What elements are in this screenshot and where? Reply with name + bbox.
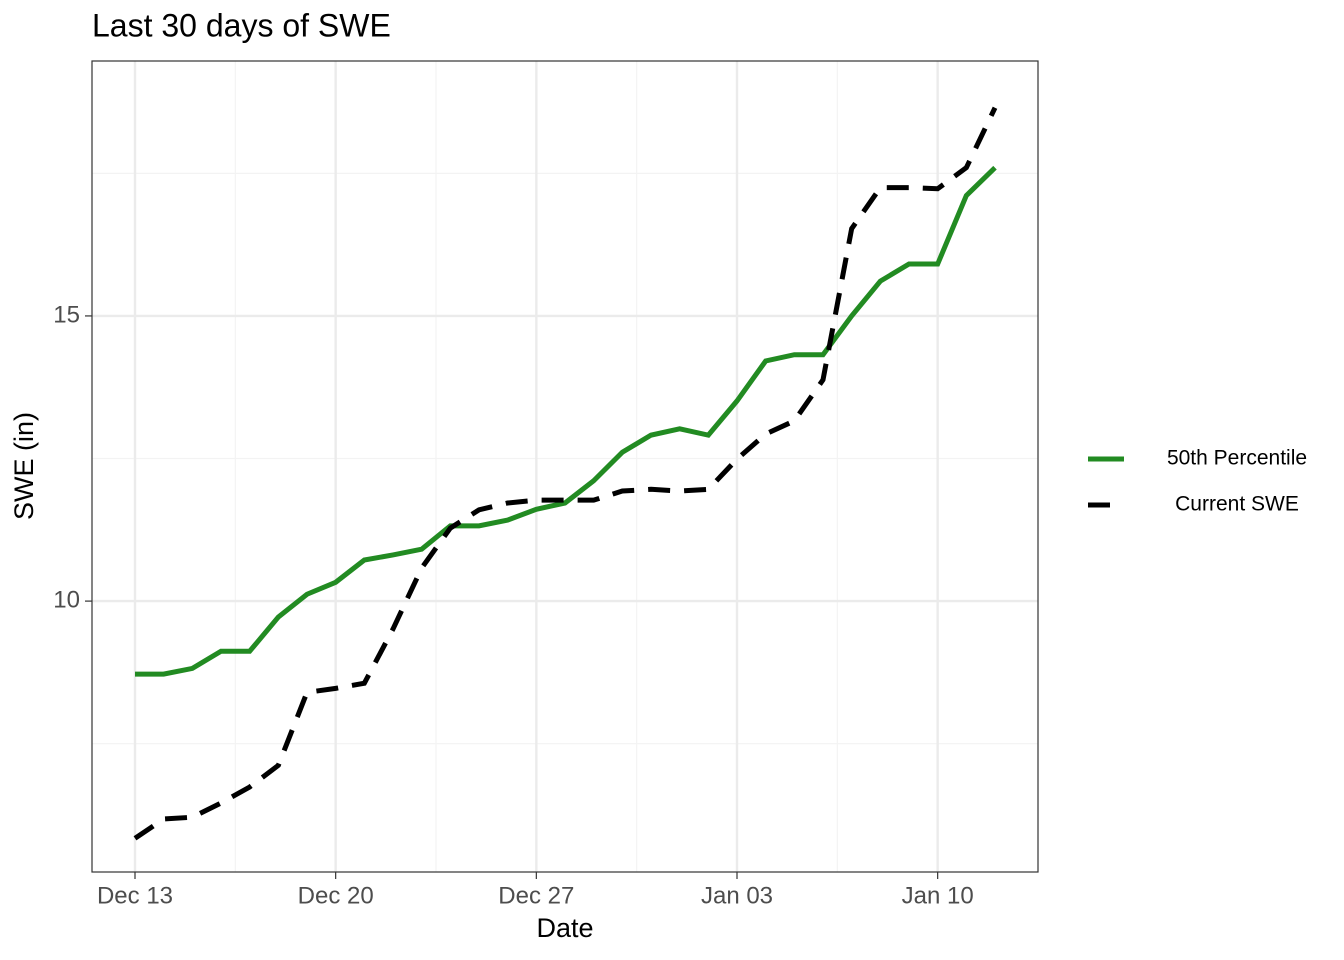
x-tick-label: Dec 20	[298, 882, 374, 909]
y-axis-label: SWE (in)	[9, 412, 39, 520]
x-tick-label: Jan 03	[701, 882, 773, 909]
y-tick-label: 15	[53, 301, 80, 328]
x-tick-label: Dec 27	[498, 882, 574, 909]
x-tick-label: Dec 13	[97, 882, 173, 909]
x-axis-label: Date	[536, 913, 593, 943]
y-tick-label: 10	[53, 586, 80, 613]
series-line	[135, 165, 997, 677]
legend-label: Current SWE	[1175, 493, 1299, 516]
series-line	[133, 106, 998, 841]
x-tick-label: Jan 10	[902, 882, 974, 909]
plot-border	[91, 60, 1039, 873]
chart-title: Last 30 days of SWE	[92, 7, 391, 43]
legend-label: 50th Percentile	[1167, 447, 1307, 470]
